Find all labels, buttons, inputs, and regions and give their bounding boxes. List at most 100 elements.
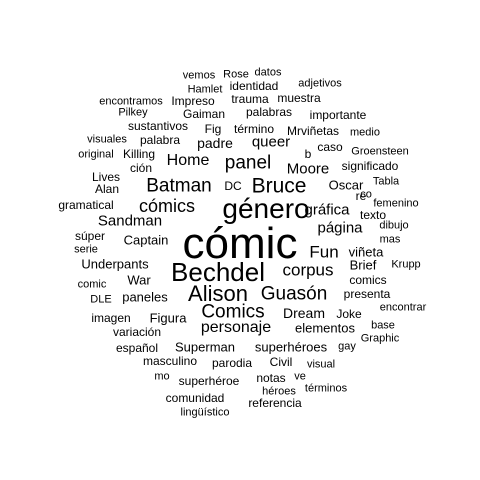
word-home: Home	[166, 152, 210, 169]
word-super: súper	[74, 229, 106, 243]
word-paneles: paneles	[122, 289, 168, 305]
word-encontrar: encontrar	[379, 301, 427, 314]
word-corpus: corpus	[282, 260, 334, 280]
word-elementos: elementos	[295, 320, 355, 336]
word-panel: panel	[224, 152, 272, 174]
word-significado: significado	[341, 159, 399, 173]
word-imagen: imagen	[91, 311, 131, 325]
word-graphic: Graphic	[360, 332, 400, 345]
word-joke: Joke	[336, 307, 362, 321]
word-killing: Killing	[122, 147, 156, 161]
word-b: b	[304, 147, 312, 161]
word-rose: Rose	[223, 68, 249, 81]
word-superheroes: superhéroes	[254, 339, 328, 355]
word-presenta: presenta	[343, 287, 391, 301]
word-mrvinetas: Mrviñetas	[286, 124, 340, 138]
word-dc: DC	[224, 179, 242, 193]
word-masculino: masculino	[142, 354, 198, 368]
word-comics-cap: Comics	[201, 301, 265, 323]
word-cion: ción	[129, 161, 153, 175]
word-dream: Dream	[282, 305, 326, 321]
word-moore: Moore	[286, 160, 330, 178]
word-terminos: términos	[304, 382, 348, 395]
word-gaiman: Gaiman	[182, 107, 226, 121]
word-gay: gay	[338, 340, 356, 353]
word-krupp: Krupp	[391, 258, 421, 271]
word-re: re	[355, 189, 367, 203]
word-groensteen: Groensteen	[351, 145, 409, 158]
word-fig: Fig	[204, 122, 222, 136]
word-comunidad: comunidad	[165, 391, 225, 405]
word-personaje: personaje	[200, 319, 272, 336]
word-vemos: vemos	[182, 69, 216, 82]
word-sandman: Sandman	[97, 212, 163, 230]
word-caso: caso	[317, 140, 343, 154]
word-trauma: trauma	[231, 92, 269, 106]
word-underpants: Underpants	[81, 256, 149, 272]
word-sustantivos: sustantivos	[127, 119, 189, 133]
word-muestra: muestra	[277, 91, 321, 105]
word-fun: Fun	[309, 242, 339, 262]
word-figura: Figura	[149, 310, 187, 326]
word-vineta: viñeta	[348, 244, 384, 260]
word-brief: Brief	[349, 257, 377, 273]
word-superman: Superman	[175, 339, 235, 355]
word-padre: padre	[197, 135, 233, 151]
word-queer: queer	[251, 133, 291, 151]
word-pilkey: Pilkey	[118, 106, 148, 119]
word-heroes: héroes	[262, 385, 296, 398]
word-tabla: Tabla	[372, 175, 400, 188]
word-lives: Lives	[91, 170, 121, 184]
word-visuales: visuales	[87, 133, 127, 146]
word-dle: DLE	[90, 293, 112, 306]
word-gramatical: gramatical	[58, 198, 114, 212]
word-dibujo: dibujo	[379, 219, 409, 232]
word-texto: texto	[359, 208, 387, 222]
word-referencia: referencia	[248, 396, 302, 410]
word-oscar: Oscar	[328, 177, 364, 193]
word-comics-accent: cómics	[138, 196, 196, 216]
word-visual: visual	[306, 358, 336, 371]
word-original: original	[78, 148, 114, 161]
word-espanol: español	[115, 341, 159, 355]
word-impreso: Impreso	[171, 94, 215, 108]
word-datos: datos	[254, 66, 282, 79]
word-notas: notas	[256, 371, 286, 385]
word-parodia: parodia	[211, 356, 253, 370]
word-batman: Batman	[146, 175, 212, 197]
word-adjetivos: adjetivos	[298, 77, 342, 90]
word-alison: Alison	[188, 281, 248, 306]
word-alan: Alan	[94, 182, 120, 196]
word-serie: serie	[74, 243, 98, 256]
word-encontramos: encontramos	[99, 95, 163, 108]
word-importante: importante	[309, 108, 367, 122]
word-femenino: femenino	[373, 197, 419, 210]
word-ve: ve	[294, 370, 306, 383]
word-genero: género	[222, 193, 310, 224]
word-mo: mo	[154, 370, 170, 383]
word-medio: medio	[350, 126, 380, 139]
word-base: base	[371, 319, 395, 332]
word-identidad: identidad	[229, 79, 279, 93]
word-war: War	[127, 272, 151, 288]
word-captain: Captain	[123, 232, 169, 248]
word-palabras: palabras	[245, 105, 293, 119]
word-bruce: Bruce	[251, 174, 307, 198]
word-mas: mas	[379, 233, 401, 246]
word-bechdel: Bechdel	[171, 257, 265, 287]
word-hamlet: Hamlet	[187, 83, 223, 96]
word-variacion: variación	[112, 325, 162, 339]
word-civil: Civil	[269, 355, 293, 369]
word-superheroe: superhéroe	[178, 374, 240, 388]
word-palabra: palabra	[139, 133, 181, 147]
word-comics-lower: comics	[349, 273, 387, 287]
word-guason: Guasón	[260, 283, 328, 305]
word-comic-lower: comic	[77, 278, 107, 291]
word-grafica: gráfica	[304, 201, 350, 219]
word-comic-main: cómic	[182, 219, 298, 268]
word-pagina: página	[317, 219, 363, 237]
word-termino: término	[233, 122, 275, 136]
word-co: co	[360, 188, 372, 201]
word-linguistico: lingüístico	[180, 406, 230, 419]
